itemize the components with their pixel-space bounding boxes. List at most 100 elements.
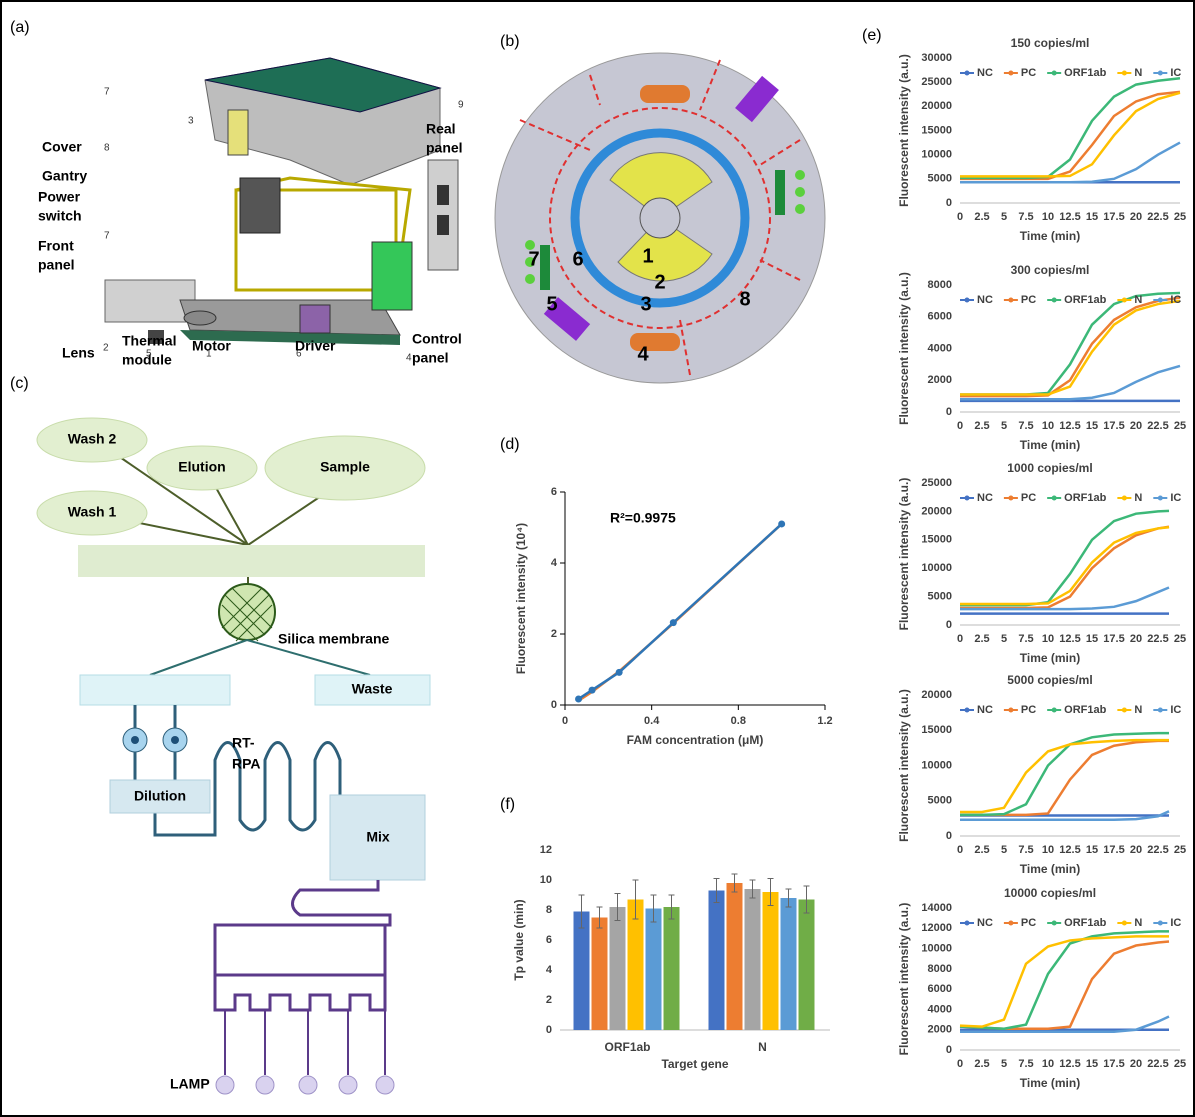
part-number: 1 (206, 349, 212, 360)
x-tick-label: 7.5 (1018, 1058, 1033, 1070)
x-tick-label: 2.5 (974, 844, 989, 856)
legend-label: NC (977, 917, 993, 929)
chart-title: 1000 copies/ml (1007, 461, 1092, 475)
y-tick-label: 15000 (921, 724, 952, 736)
disk-labels: 123 4 5 6 7 8 (528, 245, 750, 365)
y-tick-label: 0 (946, 406, 952, 418)
device-drawing (104, 57, 459, 345)
part-label: Lens (62, 345, 95, 361)
y-axis-label: Fluorescent intensity (a.u.) (897, 903, 911, 1056)
chart-title: 10000 copies/ml (1004, 886, 1096, 900)
legend-label: ORF1ab (1064, 492, 1106, 504)
y-tick-label: 0 (946, 1044, 952, 1056)
x-tick-label: 10 (1042, 420, 1054, 432)
node-label: Wash 2 (68, 431, 117, 447)
node-label: Elution (178, 459, 225, 475)
y-tick-label: 10000 (921, 562, 952, 574)
bar (609, 907, 626, 1030)
x-tick-label: 25 (1174, 844, 1186, 856)
x-tick-label: 22.5 (1147, 1058, 1168, 1070)
error-bar (785, 888, 792, 908)
error-bar (767, 878, 774, 906)
part-number: 4 (406, 353, 412, 364)
x-tick-label: 0 (957, 633, 963, 645)
panel-label: (a) (10, 19, 30, 36)
legend-label: NC (977, 294, 993, 306)
x-tick-label: 20 (1130, 633, 1142, 645)
node-label: LAMP (170, 1076, 210, 1092)
y-tick-label: 0 (551, 699, 557, 711)
y-tick-label: 10000 (921, 759, 952, 771)
y-tick-label: 8000 (928, 279, 952, 291)
legend-swatch (964, 707, 970, 713)
legend-label: PC (1021, 917, 1036, 929)
error-bar (803, 885, 810, 914)
series-line (960, 810, 1170, 822)
series-line (960, 91, 1181, 178)
x-tick-label: 17.5 (1103, 1058, 1124, 1070)
bar (663, 907, 680, 1030)
series-line (960, 1015, 1170, 1033)
y-axis-label: Fluorescent intensity (a.u.) (897, 478, 911, 631)
series-line (960, 586, 1170, 611)
series-line (959, 935, 1169, 1028)
legend-swatch (964, 297, 970, 303)
series-line (960, 364, 1181, 401)
bar (645, 908, 662, 1030)
x-tick-label: 2.5 (974, 1058, 989, 1070)
x-tick-label: 2.5 (974, 633, 989, 645)
x-tick-label: 0.4 (644, 715, 660, 727)
annotation: R²=0.9975 (610, 510, 676, 526)
x-tick-label: 0 (957, 1058, 963, 1070)
error-bar (668, 894, 675, 920)
part-number: 8 (104, 143, 110, 154)
part-label: Cover (42, 139, 82, 155)
y-tick-label: 6 (546, 934, 552, 946)
zone-label: 8 (739, 288, 750, 310)
zone-label: 3 (640, 293, 651, 315)
legend-label: IC (1170, 704, 1181, 716)
x-tick-label: 7.5 (1018, 633, 1033, 645)
bar (573, 911, 590, 1030)
legend-swatch (964, 920, 970, 926)
x-axis-label: Time (min) (1020, 229, 1080, 243)
node-label: Waste (352, 681, 393, 697)
x-tick-label: 15 (1086, 211, 1098, 223)
y-tick-label: 2 (551, 628, 557, 640)
zone-label: 4 (637, 343, 649, 365)
point (615, 668, 623, 676)
point (588, 686, 596, 694)
y-tick-label: 15000 (921, 124, 952, 136)
y-tick-label: 5000 (928, 173, 952, 185)
legend-swatch (964, 495, 970, 501)
x-tick-label: 20 (1130, 420, 1142, 432)
y-tick-label: 2000 (928, 374, 952, 386)
part-label: module (122, 352, 172, 368)
x-tick-label: 0 (957, 844, 963, 856)
legend-swatch (1008, 495, 1014, 501)
legend-swatch (1008, 70, 1014, 76)
legend-swatch (1121, 495, 1127, 501)
legend-label: NC (977, 67, 993, 79)
y-tick-label: 20000 (921, 100, 952, 112)
zone-label: 1 (642, 245, 653, 267)
part-label: Control (412, 331, 462, 347)
x-tick-label: 0.8 (731, 715, 746, 727)
error-bar (713, 878, 720, 903)
panel-label: (b) (500, 33, 520, 50)
x-tick-label: 12.5 (1059, 1058, 1080, 1070)
series-line (960, 526, 1170, 606)
y-tick-label: 4 (546, 964, 553, 976)
legend-label: ORF1ab (1064, 917, 1106, 929)
x-tick-label: 5 (1001, 211, 1007, 223)
error-bar (578, 894, 585, 929)
y-tick-label: 4 (551, 557, 558, 569)
x-tick-label: 20 (1130, 844, 1142, 856)
part-number: 9 (458, 100, 464, 111)
x-tick-label: 22.5 (1147, 211, 1168, 223)
y-tick-label: 4000 (928, 1003, 952, 1015)
legend-label: NC (977, 704, 993, 716)
part-label: Thermal (122, 333, 176, 349)
series-line (960, 299, 1181, 396)
legend-label: PC (1021, 704, 1036, 716)
